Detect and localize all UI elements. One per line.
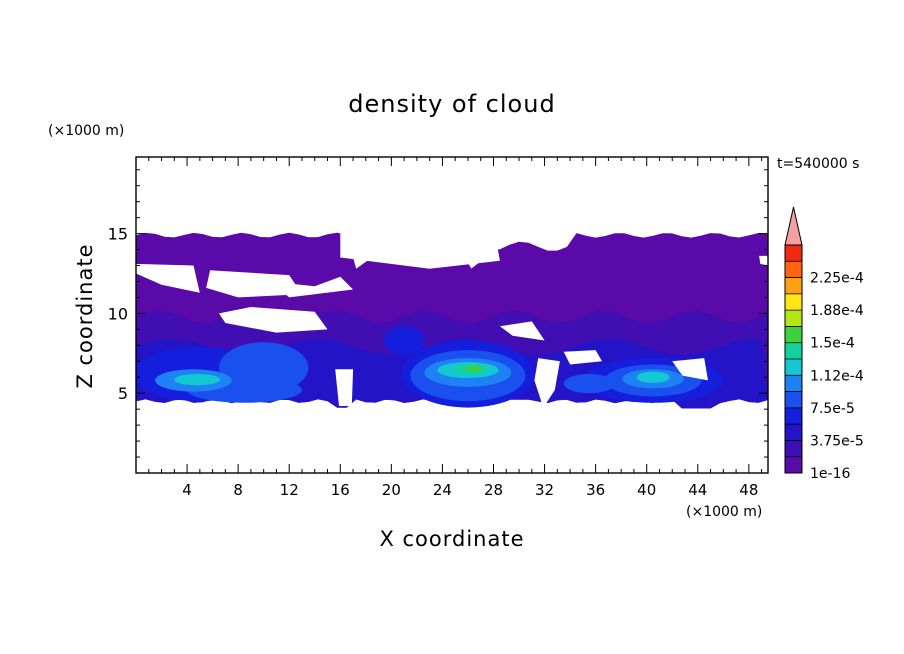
- colorbar-label: 1e-16: [810, 466, 850, 482]
- plot-frame-rect: [135, 156, 769, 474]
- cloud-gap: [759, 255, 768, 266]
- time-label: t=540000 s: [777, 156, 859, 172]
- x-tick-label: 32: [535, 481, 554, 499]
- contour-cell: [174, 374, 221, 386]
- colorbar-label: 1.12e-4: [810, 368, 864, 384]
- x-tick-label: 40: [637, 481, 656, 499]
- y-tick-label: 15: [108, 225, 128, 244]
- colorbar-swatch: [785, 456, 802, 473]
- colorbar-swatch: [785, 440, 802, 457]
- x-tick-label: 44: [688, 481, 707, 499]
- x-tick-label: 4: [182, 481, 192, 499]
- colorbar-swatch: [785, 277, 802, 294]
- plot-frame: [135, 156, 769, 474]
- colorbar-swatch: [785, 359, 802, 376]
- contour-cell: [563, 374, 615, 394]
- x-tick-label: 20: [382, 481, 401, 499]
- colorbar-swatch: [785, 326, 802, 343]
- x-tick-label: 16: [331, 481, 350, 499]
- colorbar-swatch: [785, 407, 802, 425]
- colorbar-label: 2.25e-4: [810, 271, 864, 287]
- cloud-gap: [270, 276, 354, 298]
- colorbar-swatch: [785, 261, 802, 278]
- x-tick-label: 8: [233, 481, 243, 499]
- colorbar-label: 1.5e-4: [810, 336, 855, 352]
- y-unit-label: (×1000 m): [48, 123, 124, 139]
- x-tick-label: 12: [280, 481, 299, 499]
- colorbar-over-arrow: [784, 206, 803, 246]
- y-axis-ticks: 5 10 15: [108, 169, 768, 458]
- plot-area: [136, 225, 768, 409]
- colorbar-swatch: [785, 245, 802, 262]
- x-tick-label: 24: [433, 481, 452, 499]
- cloud-gap: [219, 307, 328, 333]
- y-axis-label: Z coordinate: [73, 243, 97, 388]
- y-tick-label: 5: [118, 384, 128, 403]
- x-tick-label: 48: [739, 481, 758, 499]
- colorbar-label: 7.5e-5: [810, 401, 855, 417]
- cloud-gap: [672, 358, 708, 381]
- colorbar-label: 1.88e-4: [810, 303, 864, 319]
- contour-cell: [466, 365, 483, 372]
- colorbar-swatch: [785, 342, 802, 359]
- colorbar-swatch: [785, 310, 802, 327]
- cloud-gap: [563, 350, 602, 365]
- cloud-gap: [499, 321, 545, 341]
- contour-cell: [383, 326, 425, 355]
- cloud-gap: [206, 270, 302, 298]
- colorbar-swatch: [785, 424, 802, 441]
- contour-field: [136, 225, 768, 409]
- cloud-gap: [136, 263, 200, 293]
- cloud-gap: [335, 369, 354, 406]
- x-unit-label: (×1000 m): [686, 504, 762, 520]
- y-tick-label: 10: [108, 304, 128, 323]
- colorbar-label: 3.75e-5: [810, 433, 864, 449]
- colorbar-swatch: [785, 293, 802, 311]
- x-axis-label: X coordinate: [379, 527, 524, 551]
- contour-cell: [636, 371, 670, 383]
- colorbar: 1e-16 3.75e-5 7.5e-5 1.12e-4 1.5e-4 1.88e-4 2.…: [784, 206, 864, 482]
- chart-title: density of cloud: [348, 90, 555, 118]
- x-tick-label: 28: [484, 481, 503, 499]
- colorbar-swatch: [785, 391, 802, 408]
- colorbar-swatch: [785, 375, 802, 392]
- x-tick-label: 36: [586, 481, 605, 499]
- cloud-gap: [340, 225, 500, 269]
- cloud-gap: [534, 358, 560, 408]
- x-axis-ticks: 4 8 12 16 20 24 28 32 36 40 44 48: [148, 157, 763, 499]
